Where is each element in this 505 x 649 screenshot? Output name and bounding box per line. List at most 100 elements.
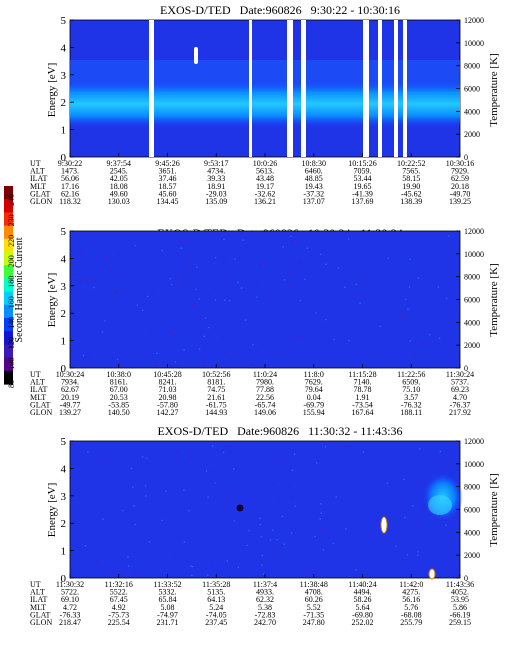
noise-speck <box>87 451 89 453</box>
table-cell: 17.16 <box>61 182 79 191</box>
table-cell: 7059. <box>354 167 372 176</box>
noise-speck <box>419 448 421 450</box>
table-cell: 8161. <box>110 378 128 387</box>
row-label: ILAT <box>30 595 47 604</box>
noise-speck <box>405 298 407 301</box>
noise-speck <box>208 294 210 296</box>
noise-speck <box>453 541 455 543</box>
table-cell: 11:30:24 <box>446 370 474 379</box>
noise-speck <box>248 530 250 532</box>
table-cell: 20.98 <box>159 393 177 402</box>
noise-speck <box>188 273 191 275</box>
noise-speck <box>191 324 193 326</box>
noise-speck <box>223 238 225 240</box>
panel-2-ylabel: Energy [eV] <box>46 273 58 327</box>
noise-speck <box>102 518 104 520</box>
noise-speck <box>183 541 185 543</box>
colorbar-tick-label: 100 <box>7 358 16 370</box>
noise-speck <box>224 476 226 478</box>
noise-speck <box>165 490 167 492</box>
table-cell: 67.00 <box>110 385 128 394</box>
table-cell: 11:33:52 <box>153 580 181 589</box>
noise-speck <box>353 500 355 502</box>
noise-speck <box>262 561 264 563</box>
table-cell: 11:15:28 <box>348 370 376 379</box>
table-cell: 188.11 <box>400 408 422 417</box>
noise-speck <box>101 331 104 333</box>
y-tick-label: 0 <box>61 363 67 375</box>
table-cell: 218.47 <box>59 618 81 627</box>
panel-3-blob <box>428 495 452 515</box>
row-label: ILAT <box>30 385 47 394</box>
data-gap <box>363 20 369 157</box>
table-cell: 5332. <box>159 588 177 597</box>
noise-speck <box>112 569 115 571</box>
table-cell: -74.97 <box>157 610 178 619</box>
noise-speck <box>106 574 108 576</box>
y2-tick-label: 8000 <box>464 483 480 492</box>
noise-speck <box>290 235 292 237</box>
colorbar-label: Second Harmonic Current <box>14 237 25 342</box>
noise-speck <box>376 520 378 522</box>
noise-speck <box>379 325 381 328</box>
panel-2-axes: 0 1 2 3 4 5 0 2000 4000 6000 8000 10000 12000 <box>61 226 485 375</box>
noise-speck <box>259 517 261 520</box>
noise-speck <box>403 564 405 566</box>
colorbar-cells <box>4 186 13 385</box>
noise-speck <box>386 561 388 563</box>
noise-speck <box>437 286 440 288</box>
table-cell: -76.32 <box>401 400 422 409</box>
noise-speck <box>188 510 190 512</box>
table-cell: 9:45:26 <box>155 159 179 168</box>
table-cell: 62.67 <box>61 385 79 394</box>
y2-tick-label: 4000 <box>464 107 480 116</box>
noise-speck <box>178 284 180 287</box>
table-cell: 60.26 <box>305 595 323 604</box>
table-cell: 5.52 <box>307 603 321 612</box>
table-cell: -69.79 <box>303 400 324 409</box>
table-cell: 19.65 <box>354 182 372 191</box>
noise-speck <box>429 537 431 539</box>
table-cell: 11:22:56 <box>397 370 425 379</box>
table-cell: 78.78 <box>354 385 372 394</box>
noise-speck <box>414 354 416 356</box>
table-cell: 139.25 <box>449 197 471 206</box>
noise-speck <box>142 309 144 311</box>
table-cell: 11:30:32 <box>56 580 84 589</box>
noise-speck <box>272 529 274 531</box>
noise-speck <box>281 515 284 517</box>
row-label: ALT <box>30 167 45 176</box>
colorbar-cell <box>4 212 13 227</box>
table-cell: 167.64 <box>352 408 374 417</box>
table-cell: -76.37 <box>450 400 471 409</box>
table-cell: 18.91 <box>207 182 225 191</box>
row-label: GLON <box>30 408 52 417</box>
noise-speck <box>205 470 208 472</box>
panel-3-axes: 0 1 2 3 4 5 0 2000 4000 6000 8000 10000 12000 <box>61 436 485 585</box>
noise-speck <box>183 349 185 351</box>
noise-speck <box>318 460 321 462</box>
noise-speck <box>100 491 102 493</box>
colorbar-cell <box>4 252 13 266</box>
noise-speck <box>122 509 124 512</box>
y-tick-label: 5 <box>61 15 67 27</box>
table-cell: 19.43 <box>305 182 323 191</box>
noise-speck <box>214 256 217 259</box>
table-cell: 69.10 <box>61 595 79 604</box>
table-cell: 5522. <box>110 588 128 597</box>
colorbar-cell <box>4 370 13 385</box>
noise-speck <box>198 298 200 300</box>
panel-1-axes: 0 1 2 3 4 5 0 2000 4000 6000 8000 10000 12000 <box>61 15 485 164</box>
noise-speck <box>87 280 89 282</box>
table-cell: 8241. <box>159 378 177 387</box>
noise-speck <box>127 556 129 558</box>
table-cell: 4933. <box>256 588 274 597</box>
noise-speck <box>269 539 272 541</box>
noise-speck <box>274 547 276 549</box>
table-cell: 5.38 <box>258 603 272 612</box>
y2-tick-label: 0 <box>464 153 468 162</box>
table-cell: 11:0:24 <box>253 370 277 379</box>
table-cell: 21.61 <box>207 393 225 402</box>
noise-speck <box>280 545 283 548</box>
y-tick-label: 3 <box>61 70 67 82</box>
